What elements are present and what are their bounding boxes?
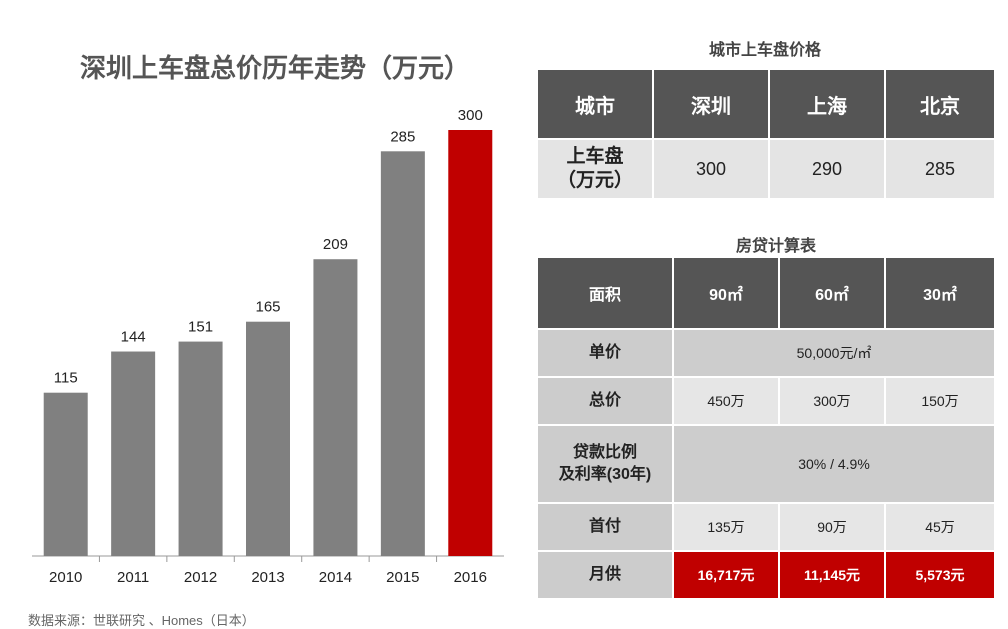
table-header-row: 面积 90㎡ 60㎡ 30㎡ xyxy=(536,256,996,330)
data-label-2012: 151 xyxy=(188,319,213,336)
header-beijing: 北京 xyxy=(884,68,996,140)
table-row-loan: 贷款比例 及利率(30年) 30% / 4.9% xyxy=(536,424,996,504)
bar-2012 xyxy=(178,341,223,556)
table-row-total-price: 总价 450万 300万 150万 xyxy=(536,376,996,426)
value-beijing: 285 xyxy=(884,138,996,200)
bar-2013 xyxy=(246,321,290,556)
chart-title: 深圳上车盘总价历年走势（万元） xyxy=(79,53,470,83)
data-source: 数据来源：世联研究 、Homes（日本） xyxy=(28,613,255,628)
row-label-loan: 贷款比例 及利率(30年) xyxy=(536,424,674,504)
header-shanghai: 上海 xyxy=(768,68,886,140)
x-tick-2013: 2013 xyxy=(251,569,284,586)
table-header-row: 城市 深圳 上海 北京 xyxy=(536,68,996,140)
table-row-monthly: 月供 16,717元 11,145元 5,573元 xyxy=(536,550,996,600)
data-label-2016: 300 xyxy=(458,107,483,124)
value-shanghai: 290 xyxy=(768,138,886,200)
table-row-down-payment: 首付 135万 90万 45万 xyxy=(536,502,996,552)
bar-2010 xyxy=(43,392,88,556)
total-price-90: 450万 xyxy=(672,376,780,426)
data-label-2013: 165 xyxy=(255,299,280,316)
x-tick-2016: 2016 xyxy=(454,569,487,586)
header-60sqm: 60㎡ xyxy=(778,256,886,330)
x-tick-2014: 2014 xyxy=(319,569,352,586)
loan-value: 30% / 4.9% xyxy=(672,424,996,504)
bar-2011 xyxy=(111,351,156,556)
row-label-down-payment: 首付 xyxy=(536,502,674,552)
header-30sqm: 30㎡ xyxy=(884,256,996,330)
table-row-unit-price: 单价 50,000元/㎡ xyxy=(536,328,996,378)
bar-chart: 115 2010 144 2011 151 2012 165 2013 209 2014 285 20… xyxy=(32,107,504,586)
monthly-90: 16,717元 xyxy=(672,550,780,600)
x-tick-2012: 2012 xyxy=(184,569,217,586)
row-label-unit-price: 单价 xyxy=(536,328,674,378)
row-label-monthly: 月供 xyxy=(536,550,674,600)
row-label-total-price: 总价 xyxy=(536,376,674,426)
down-payment-60: 90万 xyxy=(778,502,886,552)
header-shenzhen: 深圳 xyxy=(652,68,770,140)
data-label-2014: 209 xyxy=(323,236,348,253)
bar-2015 xyxy=(380,151,425,557)
mortgage-table-title: 房贷计算表 xyxy=(735,238,816,255)
x-tick-2015: 2015 xyxy=(386,569,419,586)
total-price-60: 300万 xyxy=(778,376,886,426)
data-label-2011: 144 xyxy=(121,329,146,346)
down-payment-30: 45万 xyxy=(884,502,996,552)
header-area: 面积 xyxy=(536,256,674,330)
x-tick-2011: 2011 xyxy=(117,569,149,586)
unit-price-value: 50,000元/㎡ xyxy=(672,328,996,378)
city-price-table: 城市 深圳 上海 北京 上车盘 （万元） 300 290 285 xyxy=(536,68,996,200)
bar-2014 xyxy=(313,259,358,556)
x-tick-2010: 2010 xyxy=(49,569,82,586)
total-price-30: 150万 xyxy=(884,376,996,426)
table-row: 上车盘 （万元） 300 290 285 xyxy=(536,138,996,200)
value-shenzhen: 300 xyxy=(652,138,770,200)
header-city: 城市 xyxy=(536,68,654,140)
city-table-title: 城市上车盘价格 xyxy=(708,42,821,59)
data-label-2015: 285 xyxy=(390,128,415,145)
mortgage-table: 面积 90㎡ 60㎡ 30㎡ 单价 50,000元/㎡ 总价 450万 300万… xyxy=(536,256,996,600)
monthly-30: 5,573元 xyxy=(884,550,996,600)
down-payment-90: 135万 xyxy=(672,502,780,552)
monthly-60: 11,145元 xyxy=(778,550,886,600)
data-label-2010: 115 xyxy=(54,370,78,387)
row-label-starter-home: 上车盘 （万元） xyxy=(536,138,654,200)
bar-2016 xyxy=(448,130,493,556)
header-90sqm: 90㎡ xyxy=(672,256,780,330)
